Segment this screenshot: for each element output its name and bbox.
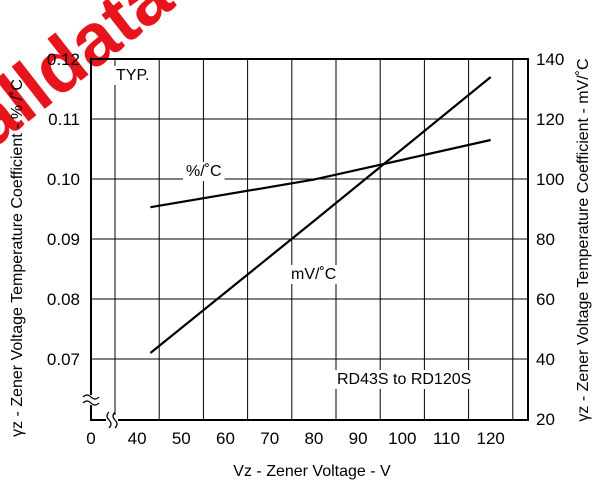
y-axis-title-right: γz - Zener Voltage Temperature Coefficie… [575, 58, 592, 421]
series-label-percent-background [183, 162, 225, 181]
watermark-text: alldatasheet [0, 0, 339, 163]
y-left-tick-label: 0.10 [47, 170, 80, 189]
series-label-mv-background [288, 265, 340, 284]
watermark: alldatasheet [0, 0, 339, 163]
y-left-tick-label: 0.08 [47, 290, 80, 309]
series-line-mv [149, 76, 492, 354]
x-tick-label: 80 [304, 429, 323, 448]
y-right-tick-label: 100 [536, 170, 564, 189]
x-axis-break-gap [106, 415, 118, 425]
y-left-tick-label: 0.07 [47, 350, 80, 369]
x-tick-label: 60 [216, 429, 235, 448]
x-axis-title: Vz - Zener Voltage - V [233, 463, 391, 480]
grid [91, 59, 528, 420]
x-tick-label: 0 [86, 429, 95, 448]
x-tick-label: 90 [349, 429, 368, 448]
y-axis-break-mark [82, 400, 100, 406]
plot-border [90, 58, 529, 421]
series-label-mv: mV/˚C [291, 266, 336, 283]
x-tick-label: 40 [128, 429, 147, 448]
x-tick-label: 110 [433, 429, 460, 448]
range-label: RD43S to RD120S [337, 371, 471, 388]
y-left-tick-label: 0.09 [47, 230, 80, 249]
tick-labels: 0 40 50 60 70 80 90 100 110 120 0.12 0.11 0.10 0.09 0.… [47, 50, 564, 448]
series-label-percent: %/˚C [186, 163, 222, 180]
x-axis-break-mark [106, 411, 112, 429]
range-label-background [334, 370, 475, 389]
annotations: TYP. RD43S to RD120S %/˚C mV/˚C Vz - Zen… [9, 58, 592, 480]
y-left-tick-label: 0.12 [47, 50, 80, 69]
y-right-tick-label: 120 [536, 110, 564, 129]
y-axis-break-mark [82, 394, 100, 400]
x-tick-label: 50 [172, 429, 191, 448]
typ-label-background [113, 66, 153, 85]
series-layer [149, 76, 492, 354]
series-line-percent [150, 138, 491, 209]
x-tick-label: 100 [388, 429, 416, 448]
y-right-tick-label: 140 [536, 50, 564, 69]
x-axis-break-mark [112, 411, 118, 429]
typ-label: TYP. [116, 67, 150, 84]
y-axis-title-left: γz - Zener Voltage Temperature Coefficie… [9, 79, 26, 437]
y-right-tick-label: 60 [536, 290, 555, 309]
y-right-tick-label: 80 [536, 230, 555, 249]
y-axis-break-gap [86, 395, 96, 405]
y-right-tick-label: 40 [536, 350, 555, 369]
plot-frame [82, 58, 529, 429]
x-tick-label: 120 [477, 429, 505, 448]
y-left-tick-label: 0.11 [48, 110, 80, 129]
x-tick-label: 70 [260, 429, 279, 448]
y-right-tick-label: 20 [536, 410, 555, 429]
